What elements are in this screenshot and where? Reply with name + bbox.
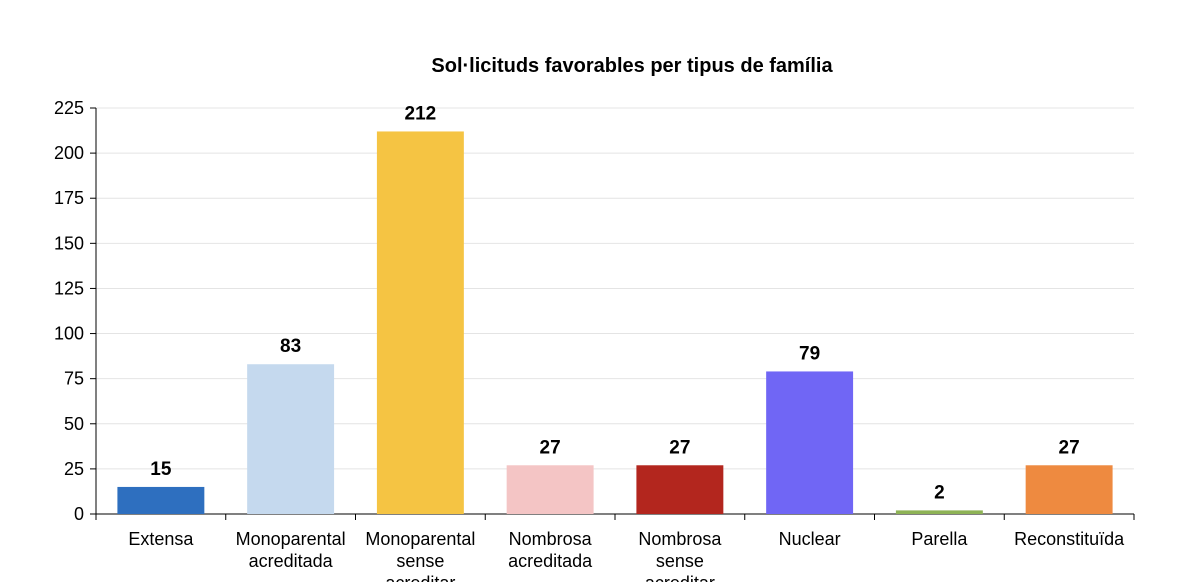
- bar: [247, 364, 335, 514]
- bar: [117, 486, 205, 514]
- x-tick-label: acreditar: [385, 573, 455, 582]
- y-tick-label: 50: [64, 414, 84, 434]
- y-tick-label: 225: [54, 98, 84, 118]
- y-tick-label: 125: [54, 278, 84, 298]
- x-tick-label: acreditada: [249, 551, 334, 571]
- x-tick-label: Extensa: [128, 529, 194, 549]
- bar: [636, 465, 724, 514]
- y-tick-label: 75: [64, 369, 84, 389]
- y-tick-label: 175: [54, 188, 84, 208]
- data-label: 2: [934, 482, 945, 503]
- axes: 0 25 50 75 100 125 150 175 200 225: [54, 98, 1135, 524]
- data-label: 83: [280, 336, 301, 357]
- data-labels: 15 83 212 27 27 79 2 27: [150, 103, 1079, 503]
- x-tick-label: Reconstituïda: [1014, 529, 1125, 549]
- bar: [376, 131, 464, 515]
- bar: [766, 371, 854, 514]
- x-tick-label: Monoparental: [236, 529, 346, 549]
- x-tick-label: Monoparental: [365, 529, 475, 549]
- data-label: 27: [1059, 437, 1080, 458]
- data-label: 212: [405, 103, 437, 124]
- category-labels: Extensa MonoparentalacreditadaMonoparenta…: [128, 529, 1125, 582]
- x-tick-label: acreditar: [645, 573, 715, 582]
- x-tick-label: Nuclear: [779, 529, 841, 549]
- y-tick-label: 150: [54, 233, 84, 253]
- y-tick-label: 25: [64, 459, 84, 479]
- x-tick-label: sense: [396, 551, 444, 571]
- x-tick-label: Nombrosa: [638, 529, 722, 549]
- bar: [1025, 465, 1113, 514]
- chart-title: Sol·licituds favorables per tipus de fam…: [431, 55, 833, 77]
- bar: [506, 465, 594, 514]
- x-tick-label: Parella: [911, 529, 968, 549]
- data-label: 79: [799, 343, 820, 364]
- y-tick-label: 100: [54, 324, 84, 344]
- x-tick-label: acreditada: [508, 551, 593, 571]
- data-label: 27: [669, 437, 690, 458]
- y-tick-label: 0: [74, 504, 84, 524]
- data-label: 27: [540, 437, 561, 458]
- y-tick-label: 200: [54, 143, 84, 163]
- x-tick-label: sense: [656, 551, 704, 571]
- bars: [117, 131, 1113, 515]
- x-tick-label: Nombrosa: [509, 529, 593, 549]
- data-label: 15: [150, 459, 172, 480]
- bar: [895, 510, 983, 514]
